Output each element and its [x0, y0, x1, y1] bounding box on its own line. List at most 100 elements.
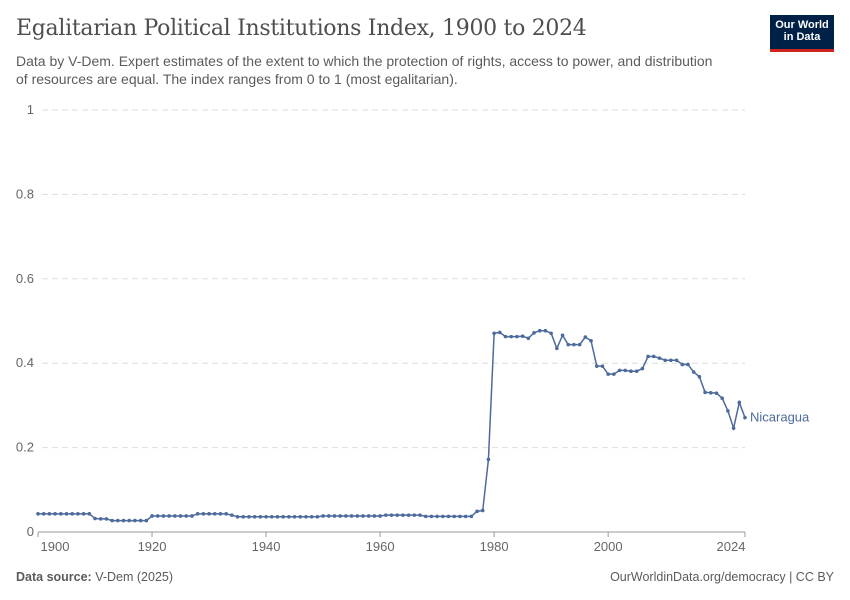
data-point: [418, 513, 422, 517]
data-point: [697, 374, 702, 379]
data-point: [201, 512, 206, 516]
y-tick-label: 0: [27, 524, 34, 539]
data-point: [486, 457, 491, 462]
x-tick-label: 1980: [480, 539, 509, 554]
data-point: [252, 515, 257, 519]
owid-logo[interactable]: Our World in Data: [770, 15, 834, 52]
data-point: [708, 390, 713, 395]
data-point: [315, 515, 320, 519]
credit-link[interactable]: OurWorldinData.org/democracy | CC BY: [610, 570, 834, 584]
data-point: [173, 514, 177, 518]
data-point: [81, 512, 86, 516]
data-point: [110, 518, 114, 523]
data-point: [714, 391, 719, 395]
data-point: [600, 364, 605, 368]
data-point: [195, 512, 200, 516]
data-point: [503, 334, 508, 339]
data-point: [207, 512, 211, 516]
data-point: [657, 356, 662, 360]
data-point: [138, 518, 143, 523]
series-line: [38, 329, 746, 522]
data-point: [150, 514, 154, 518]
data-point: [184, 514, 189, 518]
data-point: [247, 515, 251, 519]
data-point: [224, 512, 228, 516]
data-point: [429, 514, 434, 519]
data-point: [617, 368, 622, 373]
data-point: [349, 514, 354, 518]
data-point: [537, 328, 542, 333]
data-point: [366, 514, 371, 518]
y-tick-label: 0.2: [16, 440, 34, 455]
data-point: [361, 514, 365, 518]
data-point: [606, 372, 610, 376]
data-point: [509, 334, 514, 339]
data-point: [127, 518, 132, 523]
data-point: [703, 390, 707, 395]
data-source: Data source: V-Dem (2025): [16, 570, 174, 584]
data-point: [452, 514, 457, 519]
data-point: [389, 513, 394, 517]
data-point: [264, 515, 268, 519]
data-point: [269, 515, 274, 519]
data-point: [275, 515, 280, 519]
data-point: [395, 513, 400, 517]
data-point: [612, 372, 616, 376]
data-point: [629, 369, 633, 374]
data-point: [321, 514, 325, 518]
data-point: [640, 366, 645, 371]
data-point: [292, 515, 297, 519]
data-point: [121, 518, 126, 523]
data-point: [498, 330, 502, 335]
data-point: [87, 512, 92, 516]
data-point: [230, 513, 234, 517]
chart-title: Egalitarian Political Institutions Index…: [16, 16, 587, 41]
data-source-link[interactable]: V-Dem (2025): [95, 570, 174, 584]
data-point: [720, 396, 724, 401]
data-point: [344, 514, 348, 518]
y-tick-label: 1: [27, 102, 34, 117]
data-point: [441, 514, 445, 519]
x-tick-label: 1920: [138, 539, 167, 554]
data-point: [116, 518, 120, 523]
data-point: [549, 331, 553, 336]
data-point: [469, 514, 474, 519]
data-point: [726, 409, 730, 413]
data-point: [406, 513, 411, 517]
data-point: [731, 426, 736, 430]
data-point: [435, 514, 439, 519]
x-tick-label: 1960: [366, 539, 395, 554]
data-point: [36, 512, 40, 516]
data-point: [76, 512, 80, 516]
data-point: [480, 508, 485, 513]
x-tick-label: 1940: [252, 539, 281, 554]
data-point: [520, 334, 525, 338]
data-point: [686, 362, 690, 367]
data-point: [304, 515, 308, 519]
data-point: [281, 515, 285, 519]
data-point: [669, 358, 673, 363]
data-point: [332, 514, 337, 518]
data-point: [577, 342, 582, 347]
data-point: [560, 333, 565, 338]
data-point: [47, 512, 52, 516]
data-point: [555, 346, 559, 351]
data-point: [155, 514, 160, 518]
data-point: [235, 515, 240, 519]
data-point: [104, 517, 109, 521]
data-point: [594, 364, 599, 368]
data-point: [743, 415, 747, 420]
data-point: [680, 362, 685, 367]
data-point: [98, 517, 103, 521]
data-point: [378, 514, 382, 518]
data-point: [309, 515, 314, 519]
data-point: [589, 339, 593, 343]
data-point: [355, 514, 360, 518]
data-point: [423, 514, 428, 519]
data-point: [492, 331, 496, 336]
data-point: [663, 358, 667, 363]
data-point: [53, 512, 57, 516]
data-point: [623, 368, 628, 373]
data-point: [93, 516, 97, 521]
